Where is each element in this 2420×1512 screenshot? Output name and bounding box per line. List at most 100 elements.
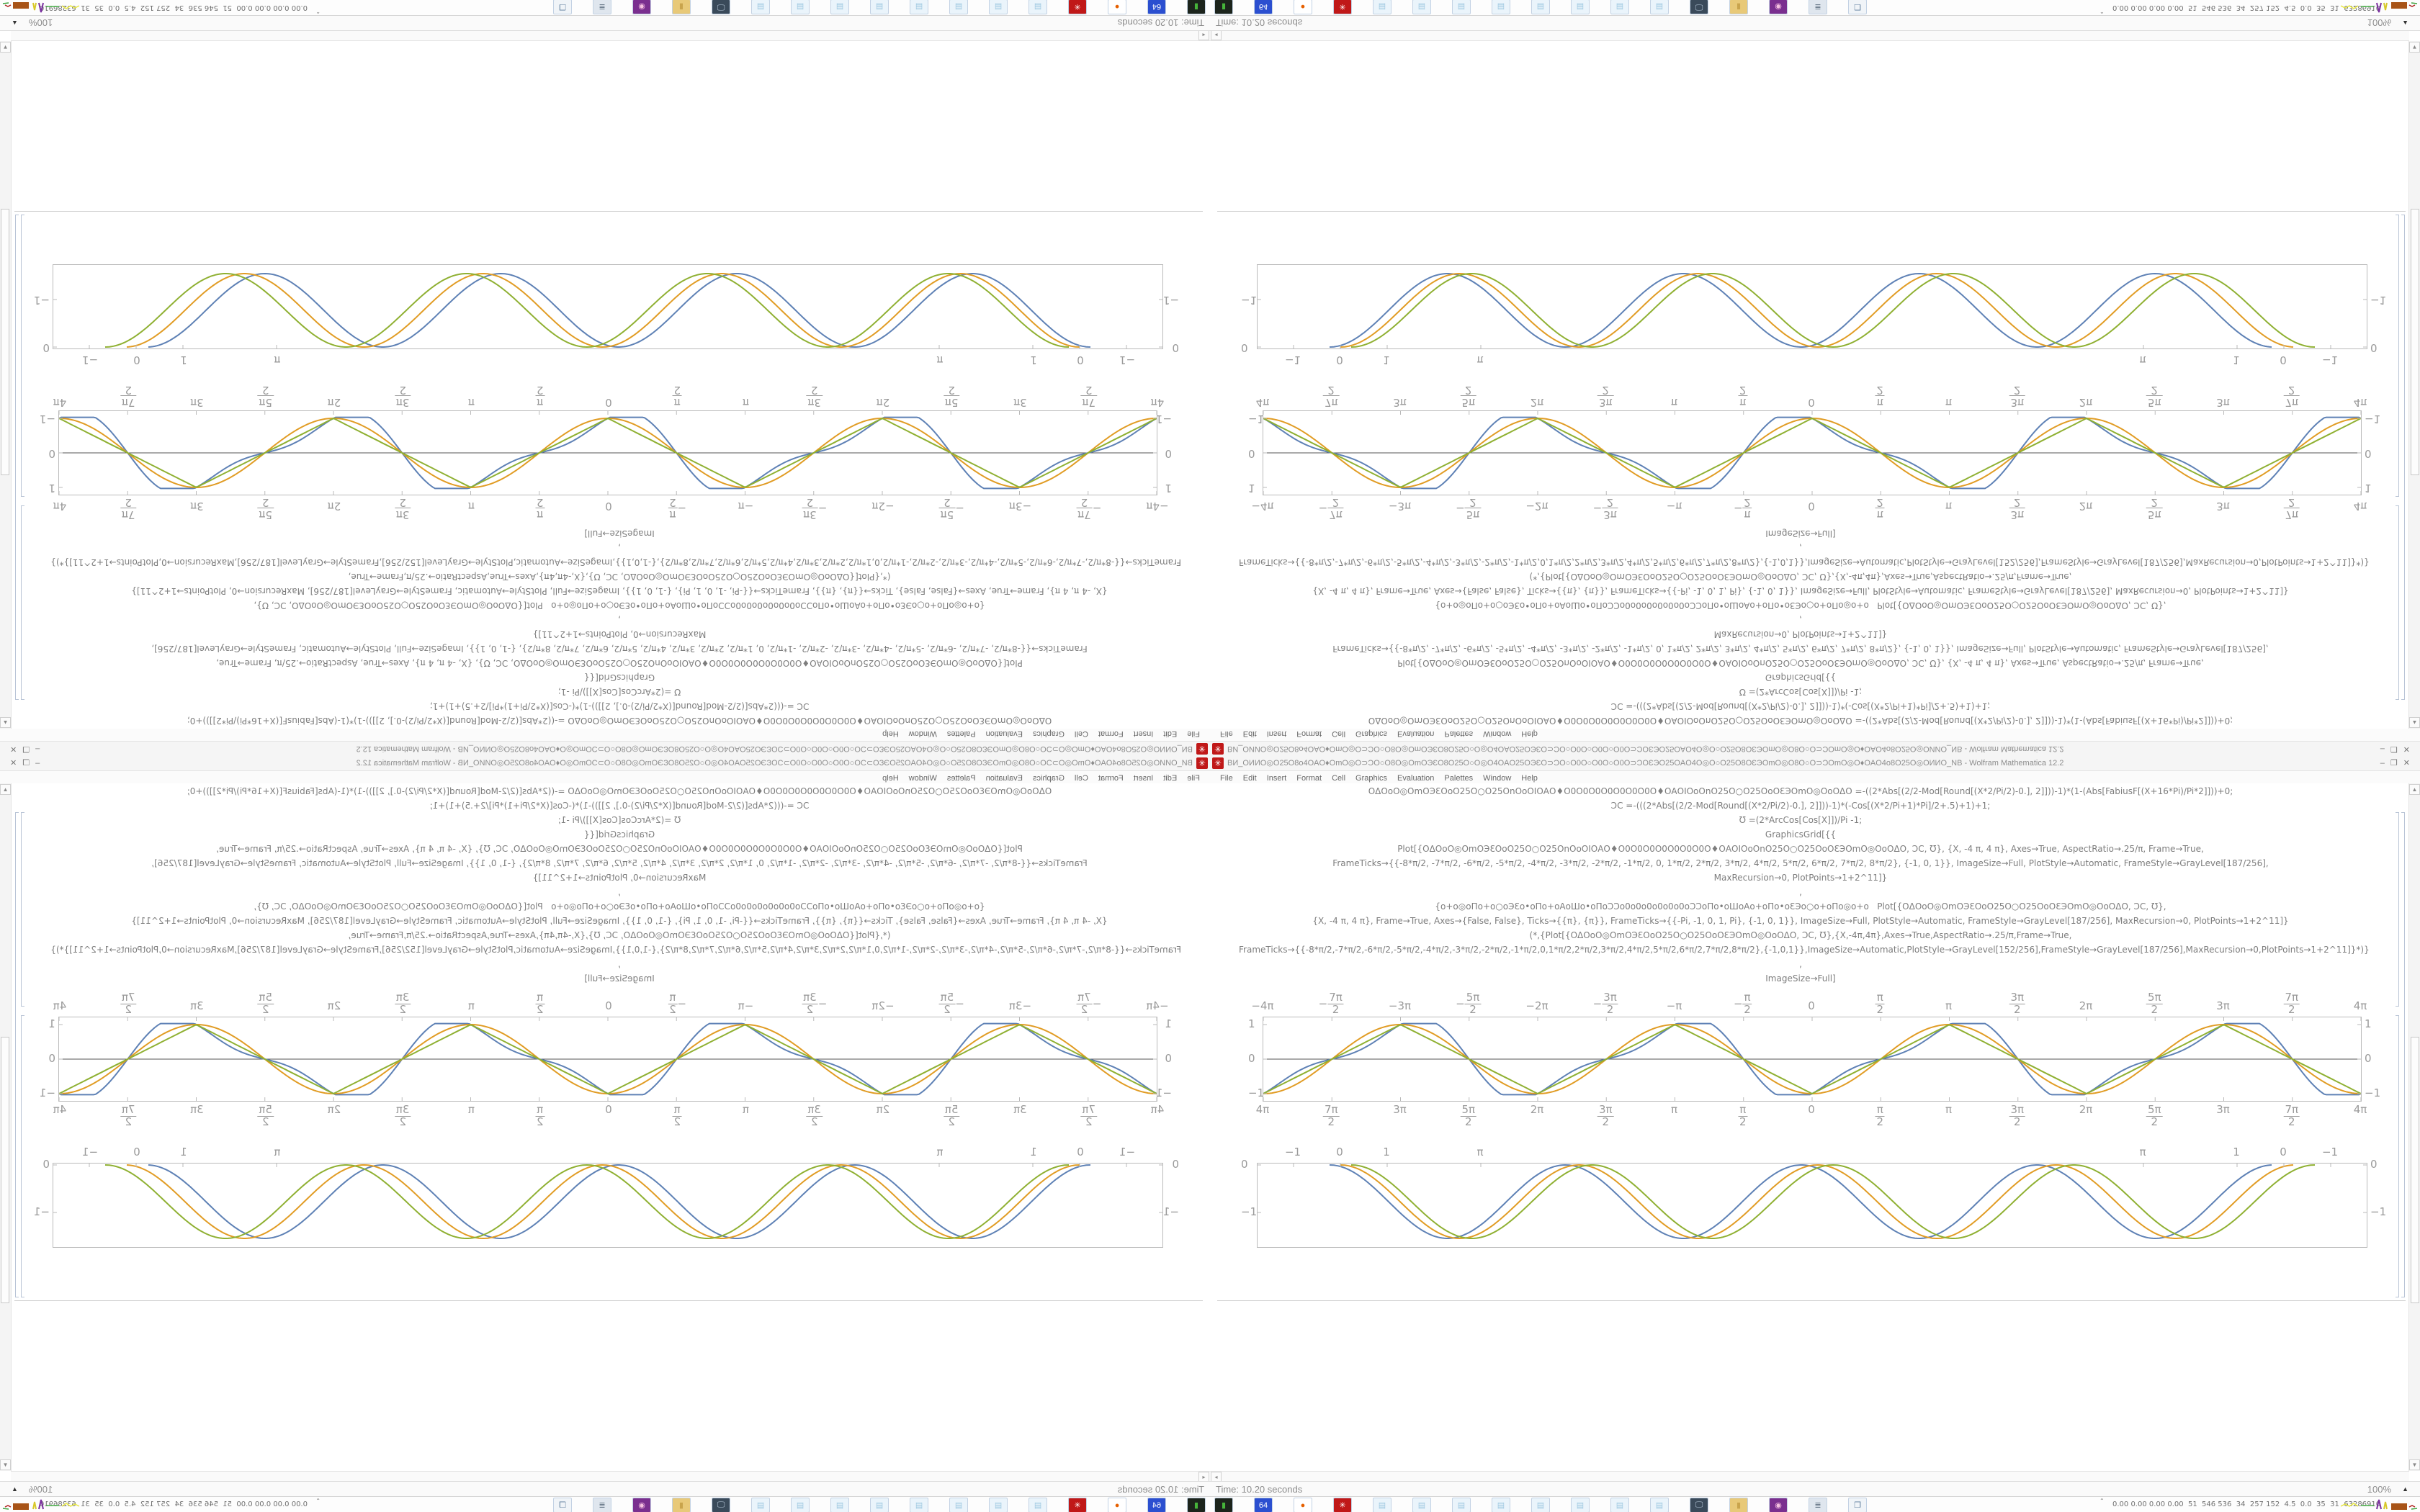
notepad-icon[interactable]: ▤ [1610, 1498, 1629, 1512]
notepad-icon[interactable]: ▤ [870, 1498, 889, 1512]
magnification-dropdown-icon[interactable]: ▲ [2402, 1485, 2408, 1493]
menu-help[interactable]: Help [882, 729, 899, 738]
input-cell-bracket[interactable] [21, 812, 24, 1007]
terminal-icon[interactable]: ▮ [1214, 1498, 1233, 1512]
input-code-line[interactable]: , [618, 959, 621, 969]
terminal-icon[interactable]: ▮ [1187, 1498, 1206, 1512]
input-code-line[interactable]: Ʊ =(2*ArcCos[Cos[X]])/Pi -1; [1739, 687, 1863, 697]
magnification-dropdown-icon[interactable]: ▲ [12, 1485, 18, 1493]
firefox-icon[interactable]: ● [1108, 1498, 1126, 1512]
input-code-line[interactable]: ImageSize→Full] [584, 973, 655, 984]
menu-file[interactable]: File [1187, 729, 1200, 738]
input-cell-bracket[interactable] [21, 505, 24, 700]
input-code-line[interactable]: ƆC =-(((2*Abs[(2/2-Mod[Round[(X*2/Pi/2)-… [1610, 701, 1991, 711]
scroll-down-button[interactable]: ▼ [0, 1459, 11, 1470]
horizontal-scrollbar[interactable]: ◂ [1210, 30, 2409, 41]
window-titlebar[interactable]: ✳ ВИ_ОИИО◎O25O8o4OΑO♦OmO◎O⊃ƆO○O8O◎OmOЭƐO… [1210, 741, 2420, 756]
save-floppy-icon[interactable]: 64 [1254, 1498, 1273, 1512]
magnification-dropdown-icon[interactable]: ▲ [12, 19, 18, 27]
monitor-icon[interactable]: 🖵 [1690, 1498, 1708, 1512]
vertical-scroll-thumb[interactable] [1, 1037, 9, 1303]
window-app-icon[interactable]: ❒ [1848, 1498, 1867, 1512]
save-floppy-icon[interactable]: 64 [1147, 1498, 1166, 1512]
input-code-line[interactable]: {X, -4 π, 4 π}, Frame→True, Axes→{False,… [131, 586, 1108, 596]
input-code-line[interactable]: GraphicsGrid[{{ [1765, 672, 1837, 683]
cell-insertion-bar[interactable] [1217, 211, 2406, 212]
input-code-line[interactable]: MaxRecursion→0, PlotPoints→1+2^11]} [532, 629, 707, 639]
output-cell-bracket[interactable] [21, 1015, 24, 1297]
window-titlebar[interactable]: ✳ ВИ_ОИИО◎O25O8o4OΑO♦OmO◎O⊃ƆO○O8O◎OmOЭƐO… [1210, 756, 2420, 771]
input-code-line[interactable]: FrameTicks→{{-8*π/2,-7*π/2,-6*π/2,-5*π/2… [50, 557, 1181, 567]
purple-app-icon[interactable]: ◉ [1769, 1498, 1788, 1512]
input-code-line[interactable]: {X, -4 π, 4 π}, Frame→True, Axes→{False,… [1312, 916, 2289, 926]
output-cell-bracket[interactable] [2396, 1015, 2399, 1297]
input-cell-bracket[interactable] [2396, 812, 2399, 1007]
input-code-line[interactable]: MaxRecursion→0, PlotPoints→1+2^11]} [532, 873, 707, 883]
notebook-canvas[interactable]: ΟΔΟoΟ◎ΟmΟЭƐΟoΟ25Ο○Ο25ΟnΟoΟΙΟΑΟ♦Ο0Ο0Ο0Ο0Ο… [0, 783, 1210, 1471]
notepad-icon[interactable]: ▤ [1610, 0, 1629, 14]
menu-insert[interactable]: Insert [1266, 774, 1287, 783]
save-floppy-icon[interactable]: 64 [1147, 0, 1166, 14]
notepad-icon[interactable]: ▤ [949, 1498, 968, 1512]
menu-evaluation[interactable]: Evaluation [985, 729, 1023, 738]
monitor-icon[interactable]: 🖵 [1690, 0, 1708, 14]
scroll-left-button[interactable]: ◂ [1211, 30, 1222, 40]
menu-format[interactable]: Format [1296, 729, 1322, 738]
close-button[interactable]: ✕ [4, 759, 17, 768]
input-code-line[interactable]: {o+o◎oΠo+o○oЭƐo•oΠo+oΑoШo•oΠoƆƆo0o0o0o0o… [1435, 901, 2166, 912]
tray-expand-icon[interactable]: ⌃ [2099, 8, 2105, 14]
window-app-icon[interactable]: ❒ [553, 1498, 572, 1512]
output-cell-bracket[interactable] [21, 215, 24, 497]
mathematica-spikey-icon[interactable]: ✳ [1333, 0, 1352, 14]
input-code-line[interactable]: (*,{Plot[{ΟΔΟoΟ◎ΟmΟЭƐΟoΟ25Ο○Ο25ΟoΟƐЭΟmΟ◎… [1529, 572, 2072, 582]
notepad-icon[interactable]: ▤ [1650, 0, 1669, 14]
input-code-line[interactable]: ƆC =-(((2*Abs[(2/2-Mod[Round[(X*2/Pi/2)-… [429, 801, 810, 811]
minimize-button[interactable]: – [2380, 759, 2390, 768]
script-icon[interactable]: ≣ [593, 0, 611, 14]
menu-edit[interactable]: Edit [1242, 729, 1257, 738]
vertical-scrollbar[interactable]: ▲ ▼ [0, 783, 12, 1471]
notepad-icon[interactable]: ▤ [1492, 0, 1510, 14]
folder-icon[interactable]: ▮ [672, 1498, 691, 1512]
menu-graphics[interactable]: Graphics [1355, 774, 1388, 783]
cell-group-bracket[interactable] [2401, 215, 2405, 700]
notepad-icon[interactable]: ▤ [1452, 1498, 1471, 1512]
notepad-icon[interactable]: ▤ [1412, 0, 1431, 14]
cell-insertion-bar[interactable] [1217, 1300, 2406, 1301]
window-titlebar[interactable]: ✳ ВИ_ОИИО◎O25O8o4OΑO♦OmO◎O⊃ƆO○O8O◎OmOЭƐO… [0, 741, 1210, 756]
input-code-line[interactable]: (*,{Plot[{ΟΔΟoΟ◎ΟmΟЭƐΟoΟ25Ο○Ο25ΟoΟƐЭΟmΟ◎… [348, 930, 891, 940]
notepad-icon[interactable]: ▤ [751, 0, 770, 14]
menu-insert[interactable]: Insert [1133, 729, 1154, 738]
notebook-canvas[interactable]: ΟΔΟoΟ◎ΟmΟЭƐΟoΟ25Ο○Ο25ΟnΟoΟΙΟΑΟ♦Ο0Ο0Ο0Ο0Ο… [0, 41, 1210, 729]
output-cell-bracket[interactable] [2396, 215, 2399, 497]
terminal-icon[interactable]: ▮ [1214, 0, 1233, 14]
mathematica-spikey-icon[interactable]: ✳ [1068, 1498, 1087, 1512]
menu-format[interactable]: Format [1098, 729, 1124, 738]
input-code-line[interactable]: {X, -4 π, 4 π}, Frame→True, Axes→{False,… [1312, 586, 2289, 596]
minimize-button[interactable]: – [30, 759, 40, 768]
tray-expand-icon[interactable]: ⌃ [315, 8, 321, 14]
window-app-icon[interactable]: ❒ [1848, 0, 1867, 14]
notepad-icon[interactable]: ▤ [910, 1498, 928, 1512]
notepad-icon[interactable]: ▤ [910, 0, 928, 14]
menu-insert[interactable]: Insert [1266, 729, 1287, 738]
scroll-up-button[interactable]: ▲ [2409, 784, 2420, 795]
window-app-icon[interactable]: ❒ [553, 0, 572, 14]
input-code-line[interactable]: ƆC =-(((2*Abs[(2/2-Mod[Round[(X*2/Pi/2)-… [1610, 801, 1991, 811]
notepad-icon[interactable]: ▤ [830, 0, 849, 14]
menu-palettes[interactable]: Palettes [1444, 729, 1474, 738]
notepad-icon[interactable]: ▤ [870, 0, 889, 14]
notepad-icon[interactable]: ▤ [1452, 0, 1471, 14]
mathematica-spikey-icon[interactable]: ✳ [1333, 1498, 1352, 1512]
input-code-line[interactable]: , [1799, 887, 1802, 897]
input-code-line[interactable]: , [618, 887, 621, 897]
scroll-left-button[interactable]: ◂ [1198, 30, 1209, 40]
horizontal-scrollbar[interactable]: ◂ [1210, 1471, 2409, 1482]
input-code-line[interactable]: {o+o◎oΠo+o○oЭƐo•oΠo+oΑoШo•oΠoƆƆo0o0o0o0o… [254, 901, 985, 912]
input-code-line[interactable]: {X, -4 π, 4 π}, Frame→True, Axes→{False,… [131, 916, 1108, 926]
scroll-up-button[interactable]: ▲ [0, 717, 11, 728]
menu-evaluation[interactable]: Evaluation [1397, 774, 1435, 783]
vertical-scroll-thumb[interactable] [1, 209, 9, 475]
input-code-line[interactable]: Ʊ =(2*ArcCos[Cos[X]])/Pi -1; [557, 687, 681, 697]
menu-graphics[interactable]: Graphics [1032, 729, 1065, 738]
